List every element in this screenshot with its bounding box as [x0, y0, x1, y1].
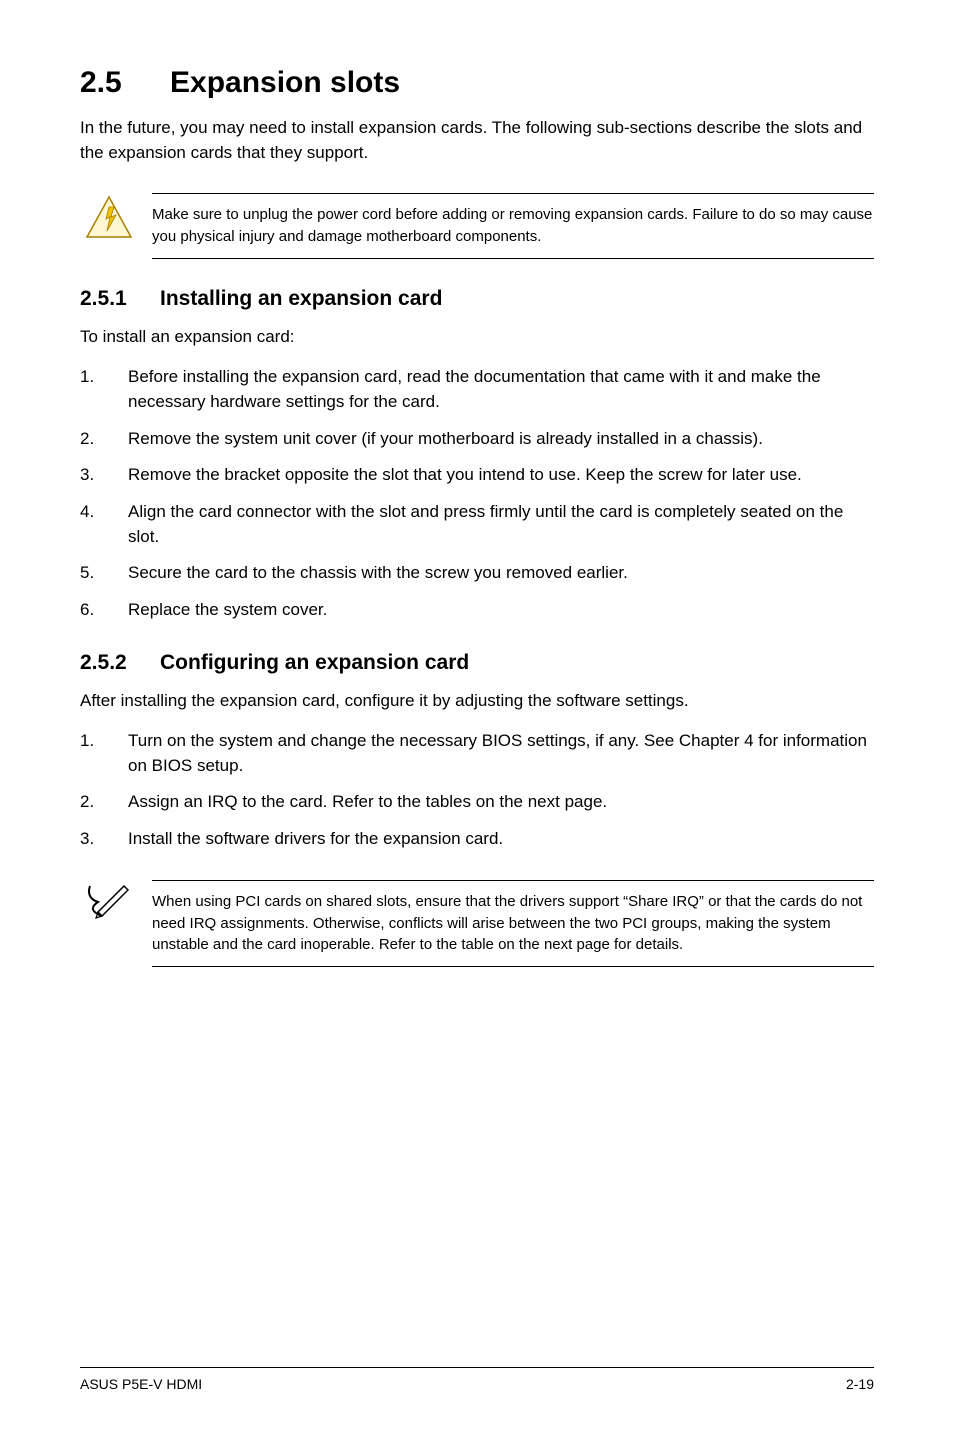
note-pencil-icon: [84, 880, 152, 924]
step-number: 3.: [80, 463, 128, 488]
list-item: 2.Remove the system unit cover (if your …: [80, 427, 874, 452]
section-heading: 2.5Expansion slots: [80, 66, 874, 100]
footer-right: 2-19: [846, 1376, 874, 1392]
list-item: 1.Turn on the system and change the nece…: [80, 729, 874, 778]
step-number: 2.: [80, 427, 128, 452]
step-number: 5.: [80, 561, 128, 586]
list-item: 5.Secure the card to the chassis with th…: [80, 561, 874, 586]
page-footer: ASUS P5E-V HDMI 2-19: [80, 1367, 874, 1392]
subsection-heading-252: 2.5.2Configuring an expansion card: [80, 651, 874, 675]
step-text: Turn on the system and change the necess…: [128, 729, 874, 778]
step-text: Align the card connector with the slot a…: [128, 500, 874, 549]
note-text: When using PCI cards on shared slots, en…: [152, 880, 874, 967]
footer-left: ASUS P5E-V HDMI: [80, 1376, 202, 1392]
warning-callout: Make sure to unplug the power cord befor…: [80, 193, 874, 259]
warning-text: Make sure to unplug the power cord befor…: [152, 193, 874, 259]
list-item: 6.Replace the system cover.: [80, 598, 874, 623]
steps-list-251: 1.Before installing the expansion card, …: [80, 365, 874, 622]
list-item: 2.Assign an IRQ to the card. Refer to th…: [80, 790, 874, 815]
note-callout: When using PCI cards on shared slots, en…: [80, 880, 874, 967]
subsection-heading-251: 2.5.1Installing an expansion card: [80, 287, 874, 311]
list-item: 4.Align the card connector with the slot…: [80, 500, 874, 549]
steps-list-252: 1.Turn on the system and change the nece…: [80, 729, 874, 852]
list-item: 1.Before installing the expansion card, …: [80, 365, 874, 414]
step-number: 1.: [80, 729, 128, 778]
step-text: Secure the card to the chassis with the …: [128, 561, 874, 586]
section-number: 2.5: [80, 66, 170, 100]
subsection-number: 2.5.2: [80, 651, 160, 675]
lead-252: After installing the expansion card, con…: [80, 689, 874, 714]
subsection-number: 2.5.1: [80, 287, 160, 311]
list-item: 3.Install the software drivers for the e…: [80, 827, 874, 852]
step-text: Install the software drivers for the exp…: [128, 827, 874, 852]
subsection-title: Installing an expansion card: [160, 287, 442, 310]
step-text: Replace the system cover.: [128, 598, 874, 623]
lead-251: To install an expansion card:: [80, 325, 874, 350]
step-number: 6.: [80, 598, 128, 623]
step-number: 3.: [80, 827, 128, 852]
step-text: Remove the bracket opposite the slot tha…: [128, 463, 874, 488]
step-text: Remove the system unit cover (if your mo…: [128, 427, 874, 452]
warning-triangle-icon: [84, 193, 152, 243]
step-number: 1.: [80, 365, 128, 414]
step-text: Assign an IRQ to the card. Refer to the …: [128, 790, 874, 815]
step-number: 2.: [80, 790, 128, 815]
list-item: 3.Remove the bracket opposite the slot t…: [80, 463, 874, 488]
subsection-title: Configuring an expansion card: [160, 651, 469, 674]
step-number: 4.: [80, 500, 128, 549]
intro-paragraph: In the future, you may need to install e…: [80, 116, 874, 165]
step-text: Before installing the expansion card, re…: [128, 365, 874, 414]
section-title: Expansion slots: [170, 66, 400, 99]
